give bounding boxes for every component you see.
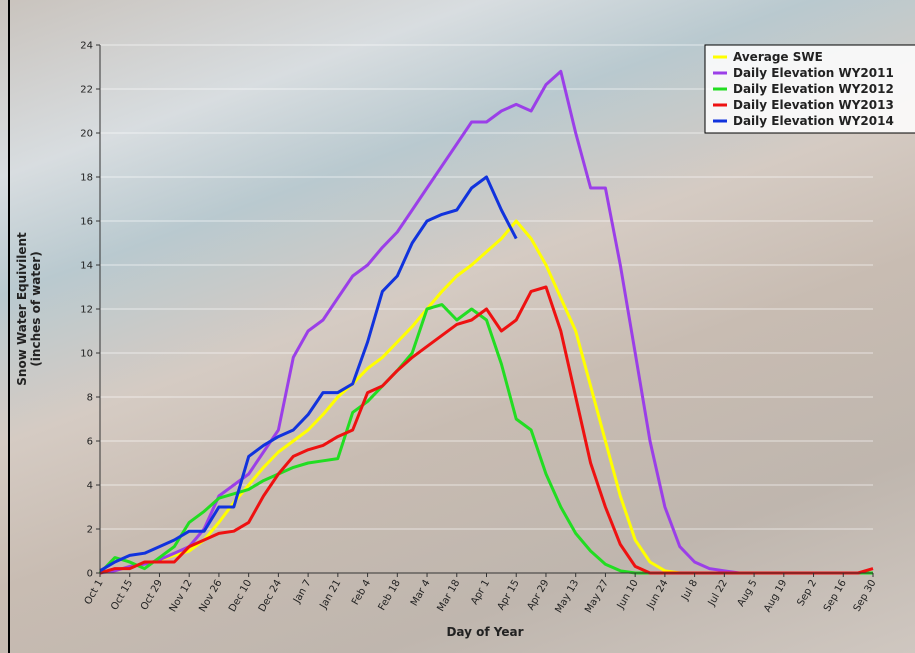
frame-edge bbox=[8, 0, 10, 653]
legend-label: Daily Elevation WY2013 bbox=[733, 98, 894, 112]
legend-label: Daily Elevation WY2012 bbox=[733, 82, 894, 96]
x-tick-label: Mar 18 bbox=[435, 578, 462, 614]
series-line bbox=[99, 175, 518, 573]
y-tick-label: 2 bbox=[87, 525, 93, 536]
x-tick-label: Jun 10 bbox=[615, 578, 641, 612]
y-tick-label: 18 bbox=[80, 173, 93, 184]
y-tick-label: 14 bbox=[80, 261, 93, 272]
x-tick-label: Sep 30 bbox=[852, 578, 879, 614]
x-tick-label: Feb 18 bbox=[377, 578, 403, 613]
x-tick-label: Jan 21 bbox=[318, 578, 344, 611]
legend-box bbox=[704, 44, 915, 134]
x-tick-label: Feb 4 bbox=[350, 578, 373, 607]
x-tick-label: Mar 4 bbox=[409, 578, 433, 608]
series-line bbox=[99, 285, 874, 575]
y-tick-label: 22 bbox=[80, 85, 93, 96]
x-tick-label: Oct 15 bbox=[109, 578, 135, 612]
x-tick-label: Jun 24 bbox=[645, 578, 671, 612]
x-tick-label: Sep 2 bbox=[795, 578, 819, 608]
x-tick-label: Dec 10 bbox=[227, 578, 254, 614]
y-tick-label: 8 bbox=[87, 393, 93, 404]
x-tick-label: Dec 24 bbox=[257, 578, 284, 614]
x-tick-label: Jul 22 bbox=[706, 578, 730, 609]
x-tick-label: Jan 7 bbox=[291, 578, 314, 606]
x-tick-label: Oct 29 bbox=[139, 578, 165, 612]
x-tick-label: Nov 26 bbox=[197, 578, 224, 614]
legend-label: Average SWE bbox=[733, 50, 823, 64]
y-tick-label: 4 bbox=[87, 481, 93, 492]
y-axis-title: (inches of water) bbox=[29, 251, 43, 366]
y-tick-label: 6 bbox=[87, 437, 93, 448]
x-tick-label: Aug 5 bbox=[736, 578, 760, 609]
x-tick-label: Jul 8 bbox=[679, 578, 700, 603]
x-tick-label: Aug 19 bbox=[762, 578, 789, 614]
x-tick-label: May 13 bbox=[553, 578, 581, 615]
y-axis-title: Snow Water Equivilent bbox=[15, 232, 29, 386]
y-tick-label: 20 bbox=[80, 129, 93, 140]
x-tick-label: Apr 1 bbox=[469, 578, 492, 607]
y-tick-label: 16 bbox=[80, 217, 93, 228]
lines bbox=[98, 69, 874, 575]
x-tick-label: Apr 15 bbox=[496, 578, 522, 612]
y-tick-label: 24 bbox=[80, 41, 93, 52]
x-tick-label: Sep 16 bbox=[822, 578, 849, 614]
y-tick-label: 10 bbox=[80, 349, 93, 360]
x-axis-title: Day of Year bbox=[446, 625, 523, 639]
legend: Average SWE Daily Elevation WY2011 Daily E… bbox=[704, 44, 915, 134]
series-line bbox=[98, 303, 873, 575]
y-tick-label: 12 bbox=[80, 305, 93, 316]
legend-label: Daily Elevation WY2014 bbox=[733, 114, 894, 128]
legend-label: Daily Elevation WY2011 bbox=[733, 66, 894, 80]
x-tick-label: Apr 29 bbox=[525, 578, 551, 612]
x-tick-label: Nov 12 bbox=[168, 578, 195, 614]
y-tick-label: 0 bbox=[87, 569, 93, 580]
x-tick-label: May 27 bbox=[583, 578, 611, 615]
x-tick-label: Oct 1 bbox=[83, 578, 106, 607]
